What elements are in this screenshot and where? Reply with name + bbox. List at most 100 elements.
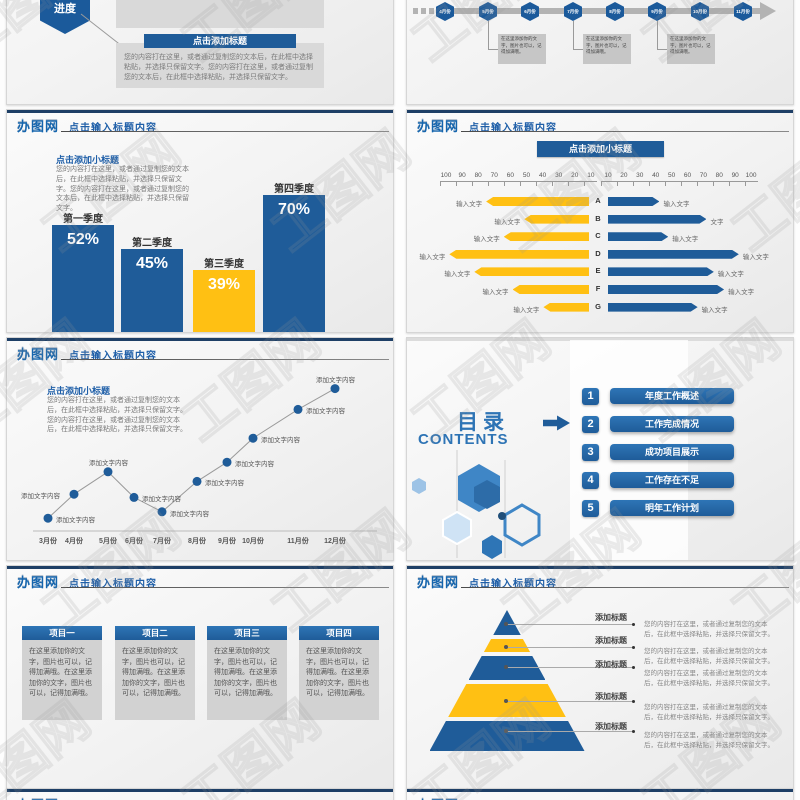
timeline-connector [573, 49, 583, 50]
point-label: 添加文字内容 [21, 493, 60, 501]
pyramid-label: 添加标题 [595, 692, 627, 701]
project-column-body: 在这里添加你的文字，图片也可以，记得加满哦。在这里添加你的文字，图片也可以，记得… [299, 640, 379, 720]
tornado-bar-right [608, 303, 698, 312]
pyramid-connector-dot [504, 699, 508, 703]
tornado-bar-left [474, 267, 589, 277]
slide-pyramid: 办图网 点击输入标题内容 添加标题您的内容打在这里，或者通过复制您的文本后，在此… [406, 565, 794, 789]
timeline-connector [657, 21, 658, 50]
slide-projects: 办图网 点击输入标题内容 项目一 在这里添加你的文字，图片也可以，记得加满哦。在这… [6, 565, 394, 789]
tornado-bar-right-label: 文字 [710, 218, 724, 226]
slide-header-title: 点击输入标题内容 [469, 123, 557, 134]
point-label: 添加文字内容 [142, 496, 181, 504]
logo: 办图网 [417, 795, 459, 800]
timeline-connector [488, 49, 498, 50]
timeline-hexagon: 10月份 [691, 2, 709, 21]
slide-header-title: 点击输入标题内容 [69, 351, 157, 362]
tornado-category: B [595, 213, 601, 223]
slide-header-title: 点击输入标题内容 [469, 579, 557, 590]
contents-item-bar[interactable]: 工作完成情况 [610, 416, 734, 432]
logo: 办图网 [417, 575, 460, 590]
month-label: 6月份 [125, 538, 143, 545]
tornado-category: C [595, 231, 601, 241]
pyramid-note: 您的内容打在这里，或者通过复制您的文本后，在此框中选择粘贴，并选择只保留文字。 [644, 732, 774, 750]
pyramid-note: 您的内容打在这里，或者通过复制您的文本后，在此框中选择粘贴，并选择只保留文字。 [644, 621, 774, 639]
pyramid-label: 添加标题 [595, 722, 627, 731]
contents-item-number[interactable]: 2 [582, 416, 599, 433]
pyramid-connector [507, 624, 634, 625]
pyramid-label: 添加标题 [595, 636, 627, 645]
timeline-connector [488, 21, 489, 50]
contents-item-bar[interactable]: 年度工作概述 [610, 388, 734, 404]
tornado-bar-left [512, 285, 589, 294]
pyramid-layer [429, 721, 585, 751]
tornado-category: A [595, 196, 601, 205]
contents-item-number[interactable]: 1 [582, 388, 599, 405]
logo: 办图网 [17, 575, 60, 590]
project-column-title: 项目四 [299, 626, 379, 640]
axis-tick-label: 60 [683, 172, 692, 179]
project-column-title: 项目三 [207, 626, 287, 640]
pyramid-note: 您的内容打在这里，或者通过复制您的文本后，在此框中选择粘贴，并选择只保留文字。 [644, 704, 774, 722]
line-point [222, 457, 232, 467]
tornado-bar-left-label: 输入文字 [419, 253, 446, 261]
line-point [43, 513, 53, 523]
line-chart-canvas [33, 384, 377, 532]
project-column-body: 在这里添加你的文字，图片也可以，记得加满哦。在这里添加你的文字，图片也可以，记得… [22, 640, 102, 720]
timeline-note: 在这里添加你的文字，图片也可以，记得加满哦。 [667, 34, 715, 64]
pyramid-connector [507, 701, 634, 702]
tornado-bar-left-label: 输入文字 [473, 236, 500, 244]
pyramid-connector-dot [504, 665, 508, 669]
axis-tick-label: 50 [667, 172, 676, 179]
contents-item-bar[interactable]: 成功项目展示 [610, 444, 734, 460]
contents-item-number[interactable]: 5 [582, 500, 599, 517]
hexagon-cluster [412, 450, 541, 559]
axis-tick-label: 20 [571, 172, 579, 179]
pyramid-connector-dot [504, 622, 508, 626]
add-title-bar: 点击添加标题 [144, 34, 296, 48]
axis-tick-label: 70 [490, 172, 498, 179]
month-label: 5月份 [99, 538, 117, 545]
header-underline [461, 131, 789, 132]
tornado-bar-right [608, 215, 706, 224]
bar: 70% [263, 195, 325, 332]
axis-tick-label: 20 [620, 172, 628, 179]
line-point [330, 384, 340, 394]
tornado-bar-right [608, 250, 739, 259]
contents-item-number[interactable]: 3 [582, 444, 599, 461]
timeline-note: 在这里添加你的文字，图片也可以，记得加满哦。 [583, 34, 631, 64]
contents-item-number[interactable]: 4 [582, 472, 599, 489]
tornado-bar-left-label: 输入文字 [513, 306, 540, 314]
contents-item-bar[interactable]: 明年工作计划 [610, 500, 734, 516]
line-point [157, 507, 167, 517]
tornado-bar-right-label: 输入文字 [717, 271, 744, 279]
slide-top-strip [7, 110, 393, 113]
bar-label: 第四季度 [274, 184, 314, 195]
slide-header-title: 点击输入标题内容 [69, 123, 157, 134]
axis-tick-label: 70 [699, 172, 707, 179]
timeline-bar [437, 8, 762, 14]
pyramid-connector-dot [632, 622, 635, 626]
slide-timeline-partial: 4月份 5月份 6月份 7月份 8月份 9月份 10月份 11月份 在这里添加你的文字，图片也可… [406, 0, 794, 105]
contents-subtitle: CONTENTS [418, 431, 509, 448]
timeline-dash [429, 8, 434, 14]
header-underline [61, 587, 389, 588]
subtitle-box: 点击添加小标题 [537, 141, 664, 157]
header-underline [61, 131, 389, 132]
point-label: 添加文字内容 [56, 517, 95, 525]
slide-top-strip [407, 789, 793, 792]
contents-item-bar[interactable]: 工作存在不足 [610, 472, 734, 488]
bar: 45% [121, 249, 183, 332]
month-label: 11月份 [287, 538, 309, 545]
placeholder-text: 您的内容打在这里，或者通过复制您的文本后，在此框中选择粘贴，并选择只保留文字。您… [56, 166, 189, 213]
logo: 办图网 [17, 795, 59, 800]
timeline-note: 在这里添加你的文字，图片也可以，记得加满哦。 [498, 34, 546, 64]
line-point [129, 492, 139, 502]
tornado-bar-right [608, 197, 659, 206]
line-point [69, 489, 79, 499]
slide-top-strip [407, 110, 793, 113]
slide-partial-bottom-left: 办图网 点击输入标题内容 [6, 788, 394, 800]
tornado-bar-left-label: 输入文字 [494, 218, 521, 226]
axis-tick-label: 50 [522, 172, 531, 179]
arrow-right-icon [543, 415, 570, 431]
